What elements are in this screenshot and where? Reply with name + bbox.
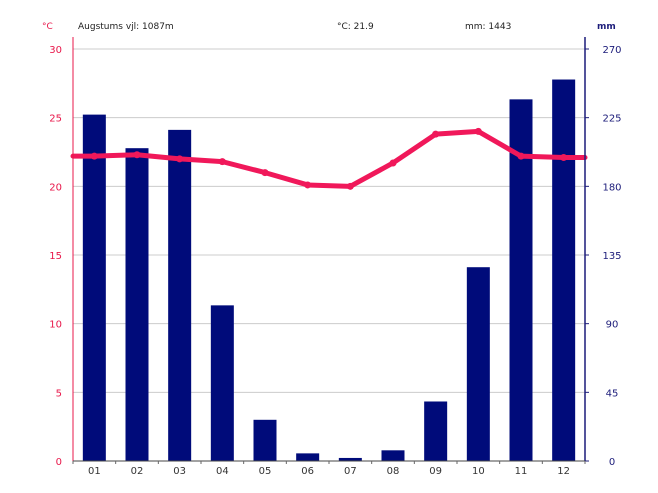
temperature-point	[90, 152, 98, 160]
axes	[72, 37, 586, 462]
temperature-point	[176, 155, 184, 163]
right-tick-label: 180	[602, 182, 621, 193]
grid-lines	[73, 48, 585, 393]
total-precipitation-label: mm: 1443	[465, 22, 512, 32]
x-tick-label: 12	[557, 466, 570, 477]
precipitation-bar	[381, 450, 405, 461]
left-axis-unit: °C	[42, 22, 53, 32]
x-tick-label: 05	[259, 466, 272, 477]
left-tick-label: 0	[56, 457, 62, 468]
precipitation-bar	[210, 305, 234, 461]
x-axis-ticks: 01 02 03 04 05 06 07 08 09 10 11 12	[72, 461, 586, 477]
precipitation-bar	[466, 267, 490, 461]
left-tick-label: 25	[49, 114, 62, 125]
right-axis-ticks: 0 45 90 135 180 225 270	[585, 45, 622, 468]
precipitation-bar	[253, 419, 277, 461]
x-tick-label: 04	[216, 466, 229, 477]
left-axis-ticks: 0 5 10 15 20 25 30	[49, 45, 62, 468]
right-tick-label: 45	[606, 388, 619, 399]
left-tick-label: 5	[56, 388, 62, 399]
precipitation-bar	[424, 401, 448, 461]
right-axis-unit: mm	[597, 22, 616, 32]
right-tick-label: 90	[606, 320, 619, 331]
temperature-point	[560, 153, 568, 161]
x-tick-label: 07	[344, 466, 357, 477]
precipitation-bar	[509, 99, 533, 461]
precipitation-bar	[338, 457, 362, 461]
precipitation-bar	[82, 114, 106, 462]
temperature-point	[218, 158, 226, 166]
temperature-line	[70, 127, 588, 190]
precipitation-bar	[168, 129, 192, 461]
temperature-point	[261, 169, 269, 177]
left-tick-label: 15	[49, 251, 62, 262]
precipitation-bar	[296, 453, 320, 461]
x-tick-label: 06	[301, 466, 314, 477]
average-temperature-label: °C: 21.9	[337, 22, 374, 32]
temperature-series-line	[70, 128, 588, 189]
temperature-point	[474, 127, 482, 135]
temperature-point	[346, 182, 354, 190]
precipitation-bars	[82, 79, 576, 462]
x-tick-label: 11	[515, 466, 528, 477]
x-tick-label: 02	[131, 466, 144, 477]
temperature-point	[432, 130, 440, 138]
temperature-point	[133, 151, 141, 159]
right-tick-label: 270	[602, 45, 621, 56]
x-tick-label: 03	[173, 466, 186, 477]
elevation-label: Augstums vjl: 1087m	[78, 22, 174, 32]
right-tick-label: 0	[609, 457, 615, 468]
x-tick-label: 08	[387, 466, 400, 477]
temperature-point	[304, 181, 312, 189]
left-tick-label: 20	[49, 182, 62, 193]
temperature-point	[517, 152, 525, 160]
left-tick-label: 10	[49, 320, 62, 331]
x-tick-label: 10	[472, 466, 485, 477]
right-tick-label: 135	[602, 251, 621, 262]
right-tick-label: 225	[602, 114, 621, 125]
precipitation-bar	[125, 148, 149, 461]
left-tick-label: 30	[49, 45, 62, 56]
precipitation-bar	[552, 79, 576, 461]
x-tick-label: 01	[88, 466, 101, 477]
temperature-point	[389, 159, 397, 167]
x-tick-label: 09	[429, 466, 442, 477]
